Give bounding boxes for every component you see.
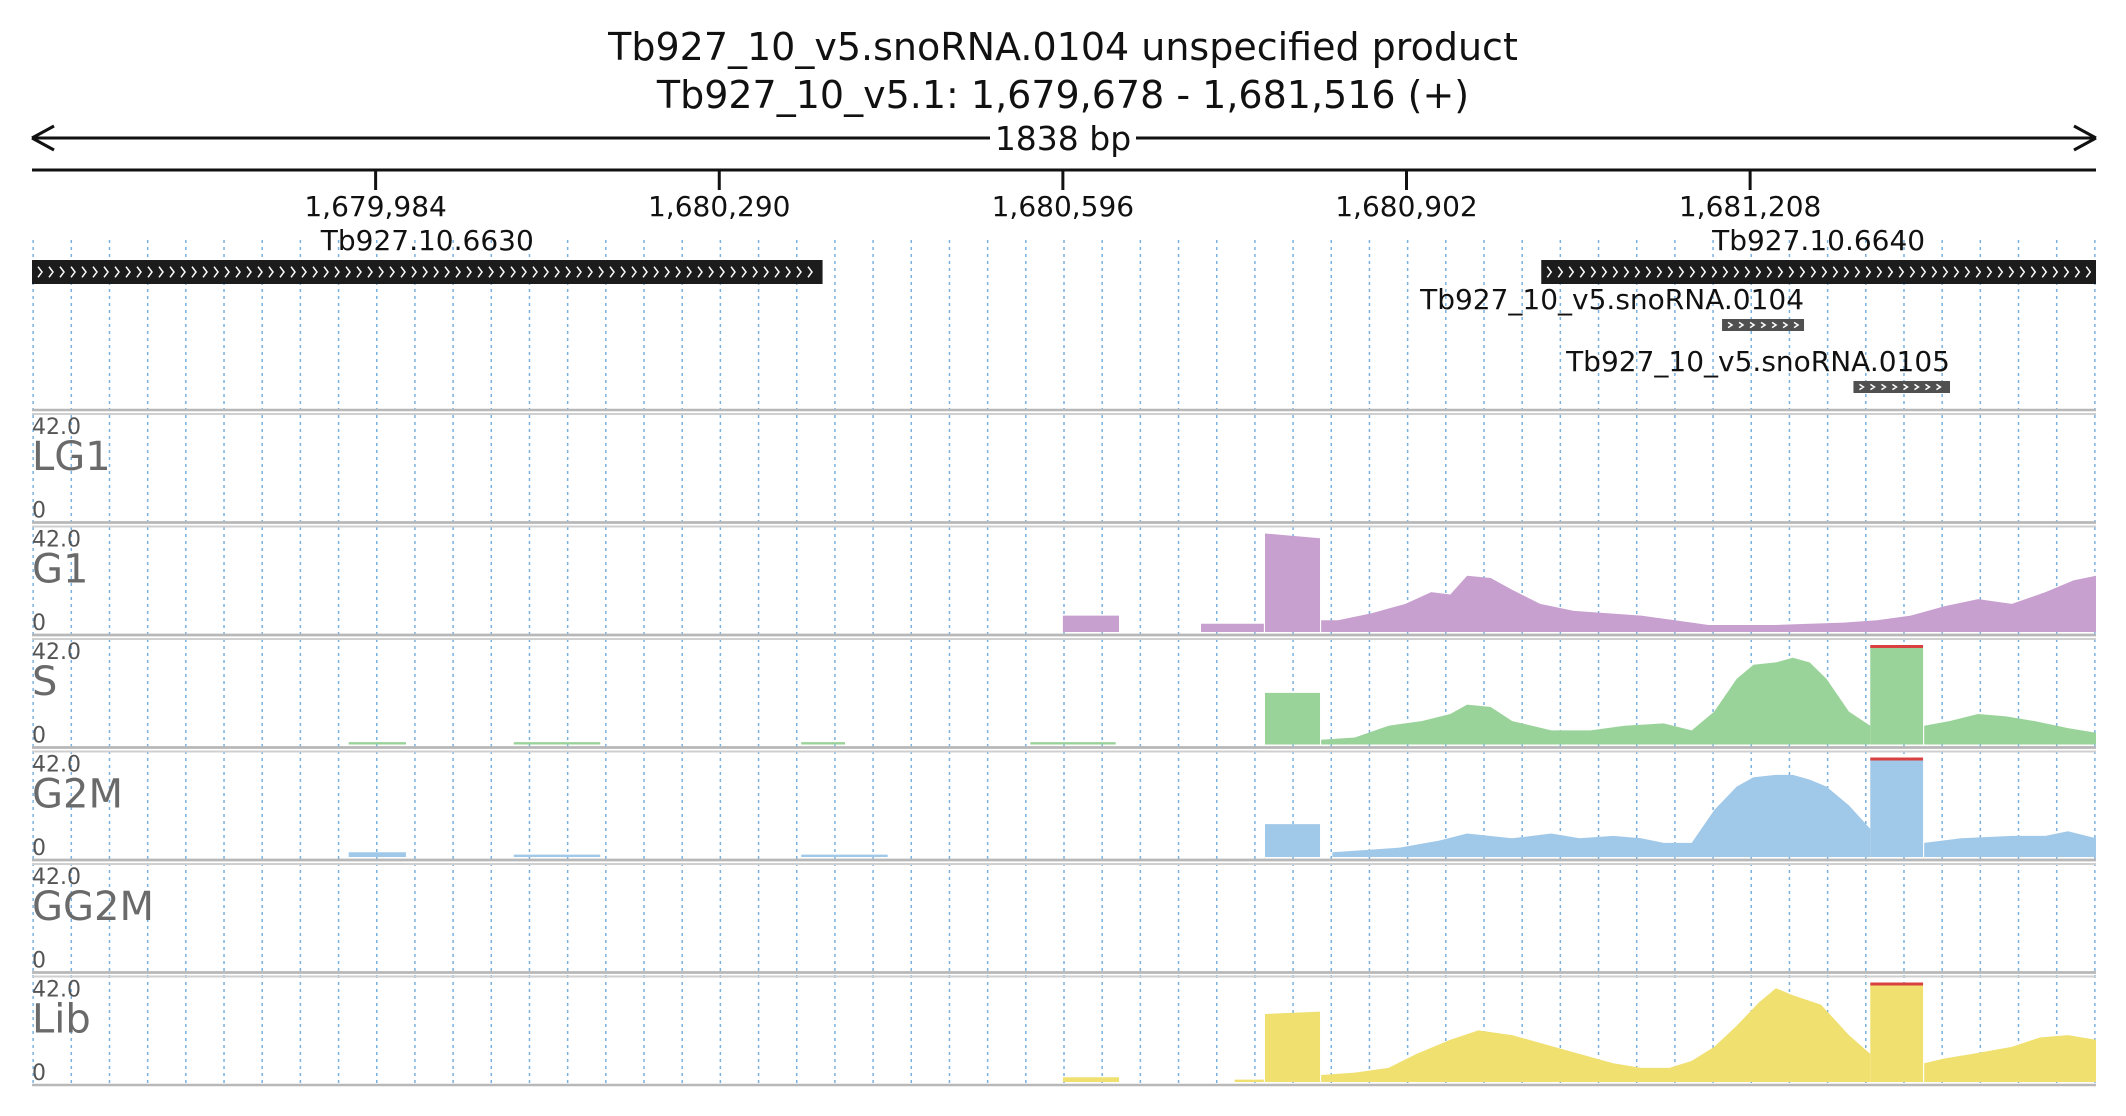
grid-lines xyxy=(32,240,2096,1085)
track-name-5: Lib xyxy=(32,997,91,1043)
right-arrow-icon xyxy=(2073,124,2097,152)
coverage-area-S-3 xyxy=(1030,742,1116,745)
track-name-4: GG2M xyxy=(32,884,154,930)
chart-title: Tb927_10_v5.snoRNA.0104 unspecified prod… xyxy=(607,25,1518,69)
overflow-marker-S-6 xyxy=(1870,645,1924,648)
x-tick-label-1: 1,680,290 xyxy=(648,190,791,223)
coverage-area-G1-2 xyxy=(1265,533,1321,632)
track-G2M: 42.0 0 G2M xyxy=(32,746,2096,862)
coverage-area-S-2 xyxy=(801,742,846,745)
y-max-label-0: 42.0 xyxy=(32,415,81,440)
feature-bar-1 xyxy=(1541,260,2096,284)
coverage-area-Lib-4 xyxy=(1870,983,1924,1082)
track-name-2: S xyxy=(32,659,57,705)
y-max-label-5: 42.0 xyxy=(32,978,81,1003)
y-min-label-2: 0 xyxy=(32,724,46,749)
feature-strand-arrows-3 xyxy=(1859,383,1942,391)
coverage-area-Lib-0 xyxy=(1062,1077,1120,1082)
coverage-area-G2M-1 xyxy=(513,854,601,857)
y-max-label-2: 42.0 xyxy=(32,640,81,665)
track-name-0: LG1 xyxy=(32,434,111,480)
span-label: 1838 bp xyxy=(995,119,1131,158)
y-max-label-3: 42.0 xyxy=(32,753,81,778)
track-name-1: G1 xyxy=(32,547,88,593)
coverage-area-S-7 xyxy=(1924,714,2096,745)
coverage-area-G2M-4 xyxy=(1332,774,1871,857)
coverage-area-G2M-3 xyxy=(1265,824,1321,857)
coverage-area-S-4 xyxy=(1265,692,1321,745)
track-G1: 42.0 0 G1 xyxy=(32,521,2096,637)
x-axis-ticks: 1,679,984 1,680,290 1,680,596 1,680,902 1,68… xyxy=(304,170,1821,223)
feature-strand-arrows-2 xyxy=(1727,321,1800,329)
coverage-area-G2M-5 xyxy=(1870,758,1924,857)
feature-strand-arrows-1 xyxy=(1546,266,2092,278)
overflow-marker-Lib-4 xyxy=(1870,982,1924,986)
y-max-label-1: 42.0 xyxy=(32,528,81,553)
coverage-area-G1-0 xyxy=(1062,615,1120,632)
x-tick-label-2: 1,680,596 xyxy=(992,190,1135,223)
feature-bar-3 xyxy=(1853,381,1951,393)
coverage-area-Lib-1 xyxy=(1234,1079,1264,1082)
coverage-area-Lib-5 xyxy=(1924,1035,2096,1082)
coverage-area-Lib-3 xyxy=(1321,988,1871,1082)
coverage-tracks: 42.00LG142.00G142.00S42.00G2M42.00GG2M42… xyxy=(32,408,2096,1087)
coverage-area-Lib-2 xyxy=(1265,1011,1321,1082)
feature-label-2: Tb927_10_v5.snoRNA.0104 xyxy=(1419,283,1804,316)
x-tick-label-3: 1,680,902 xyxy=(1335,190,1478,223)
coverage-area-G1-1 xyxy=(1201,623,1264,632)
left-arrow-icon xyxy=(31,124,55,152)
y-min-label-4: 0 xyxy=(32,949,46,974)
y-min-label-1: 0 xyxy=(32,611,46,636)
track-name-3: G2M xyxy=(32,772,123,818)
overflow-marker-G2M-5 xyxy=(1870,757,1924,761)
y-min-label-3: 0 xyxy=(32,836,46,861)
feature-track: Tb927.10.6630 Tb927.10.6640 Tb927_10_v5.sn… xyxy=(32,224,2096,393)
chart-subtitle: Tb927_10_v5.1: 1,679,678 - 1,681,516 (+) xyxy=(656,73,1469,117)
y-min-label-5: 0 xyxy=(32,1061,46,1086)
coverage-area-G2M-2 xyxy=(801,854,888,857)
track-Lib: 42.0 0 Lib xyxy=(32,971,2096,1087)
coverage-area-G2M-0 xyxy=(348,852,406,857)
y-min-label-0: 0 xyxy=(32,499,46,524)
y-max-label-4: 42.0 xyxy=(32,865,81,890)
x-tick-label-0: 1,679,984 xyxy=(304,190,447,223)
coverage-area-S-5 xyxy=(1321,657,1871,745)
feature-strand-arrows-0 xyxy=(37,266,813,278)
coverage-area-S-1 xyxy=(513,742,601,745)
feature-bar-2 xyxy=(1722,319,1805,331)
coverage-area-S-6 xyxy=(1870,646,1924,745)
coverage-area-G2M-6 xyxy=(1924,831,2096,857)
feature-label-1: Tb927.10.6640 xyxy=(1711,224,1925,257)
x-tick-label-4: 1,681,208 xyxy=(1679,190,1822,223)
span-ruler: 1838 bp xyxy=(31,118,2097,158)
coverage-area-G1-3 xyxy=(1321,575,2096,632)
coverage-area-S-0 xyxy=(348,742,406,745)
feature-label-0: Tb927.10.6630 xyxy=(320,224,534,257)
feature-label-3: Tb927_10_v5.snoRNA.0105 xyxy=(1565,345,1950,378)
